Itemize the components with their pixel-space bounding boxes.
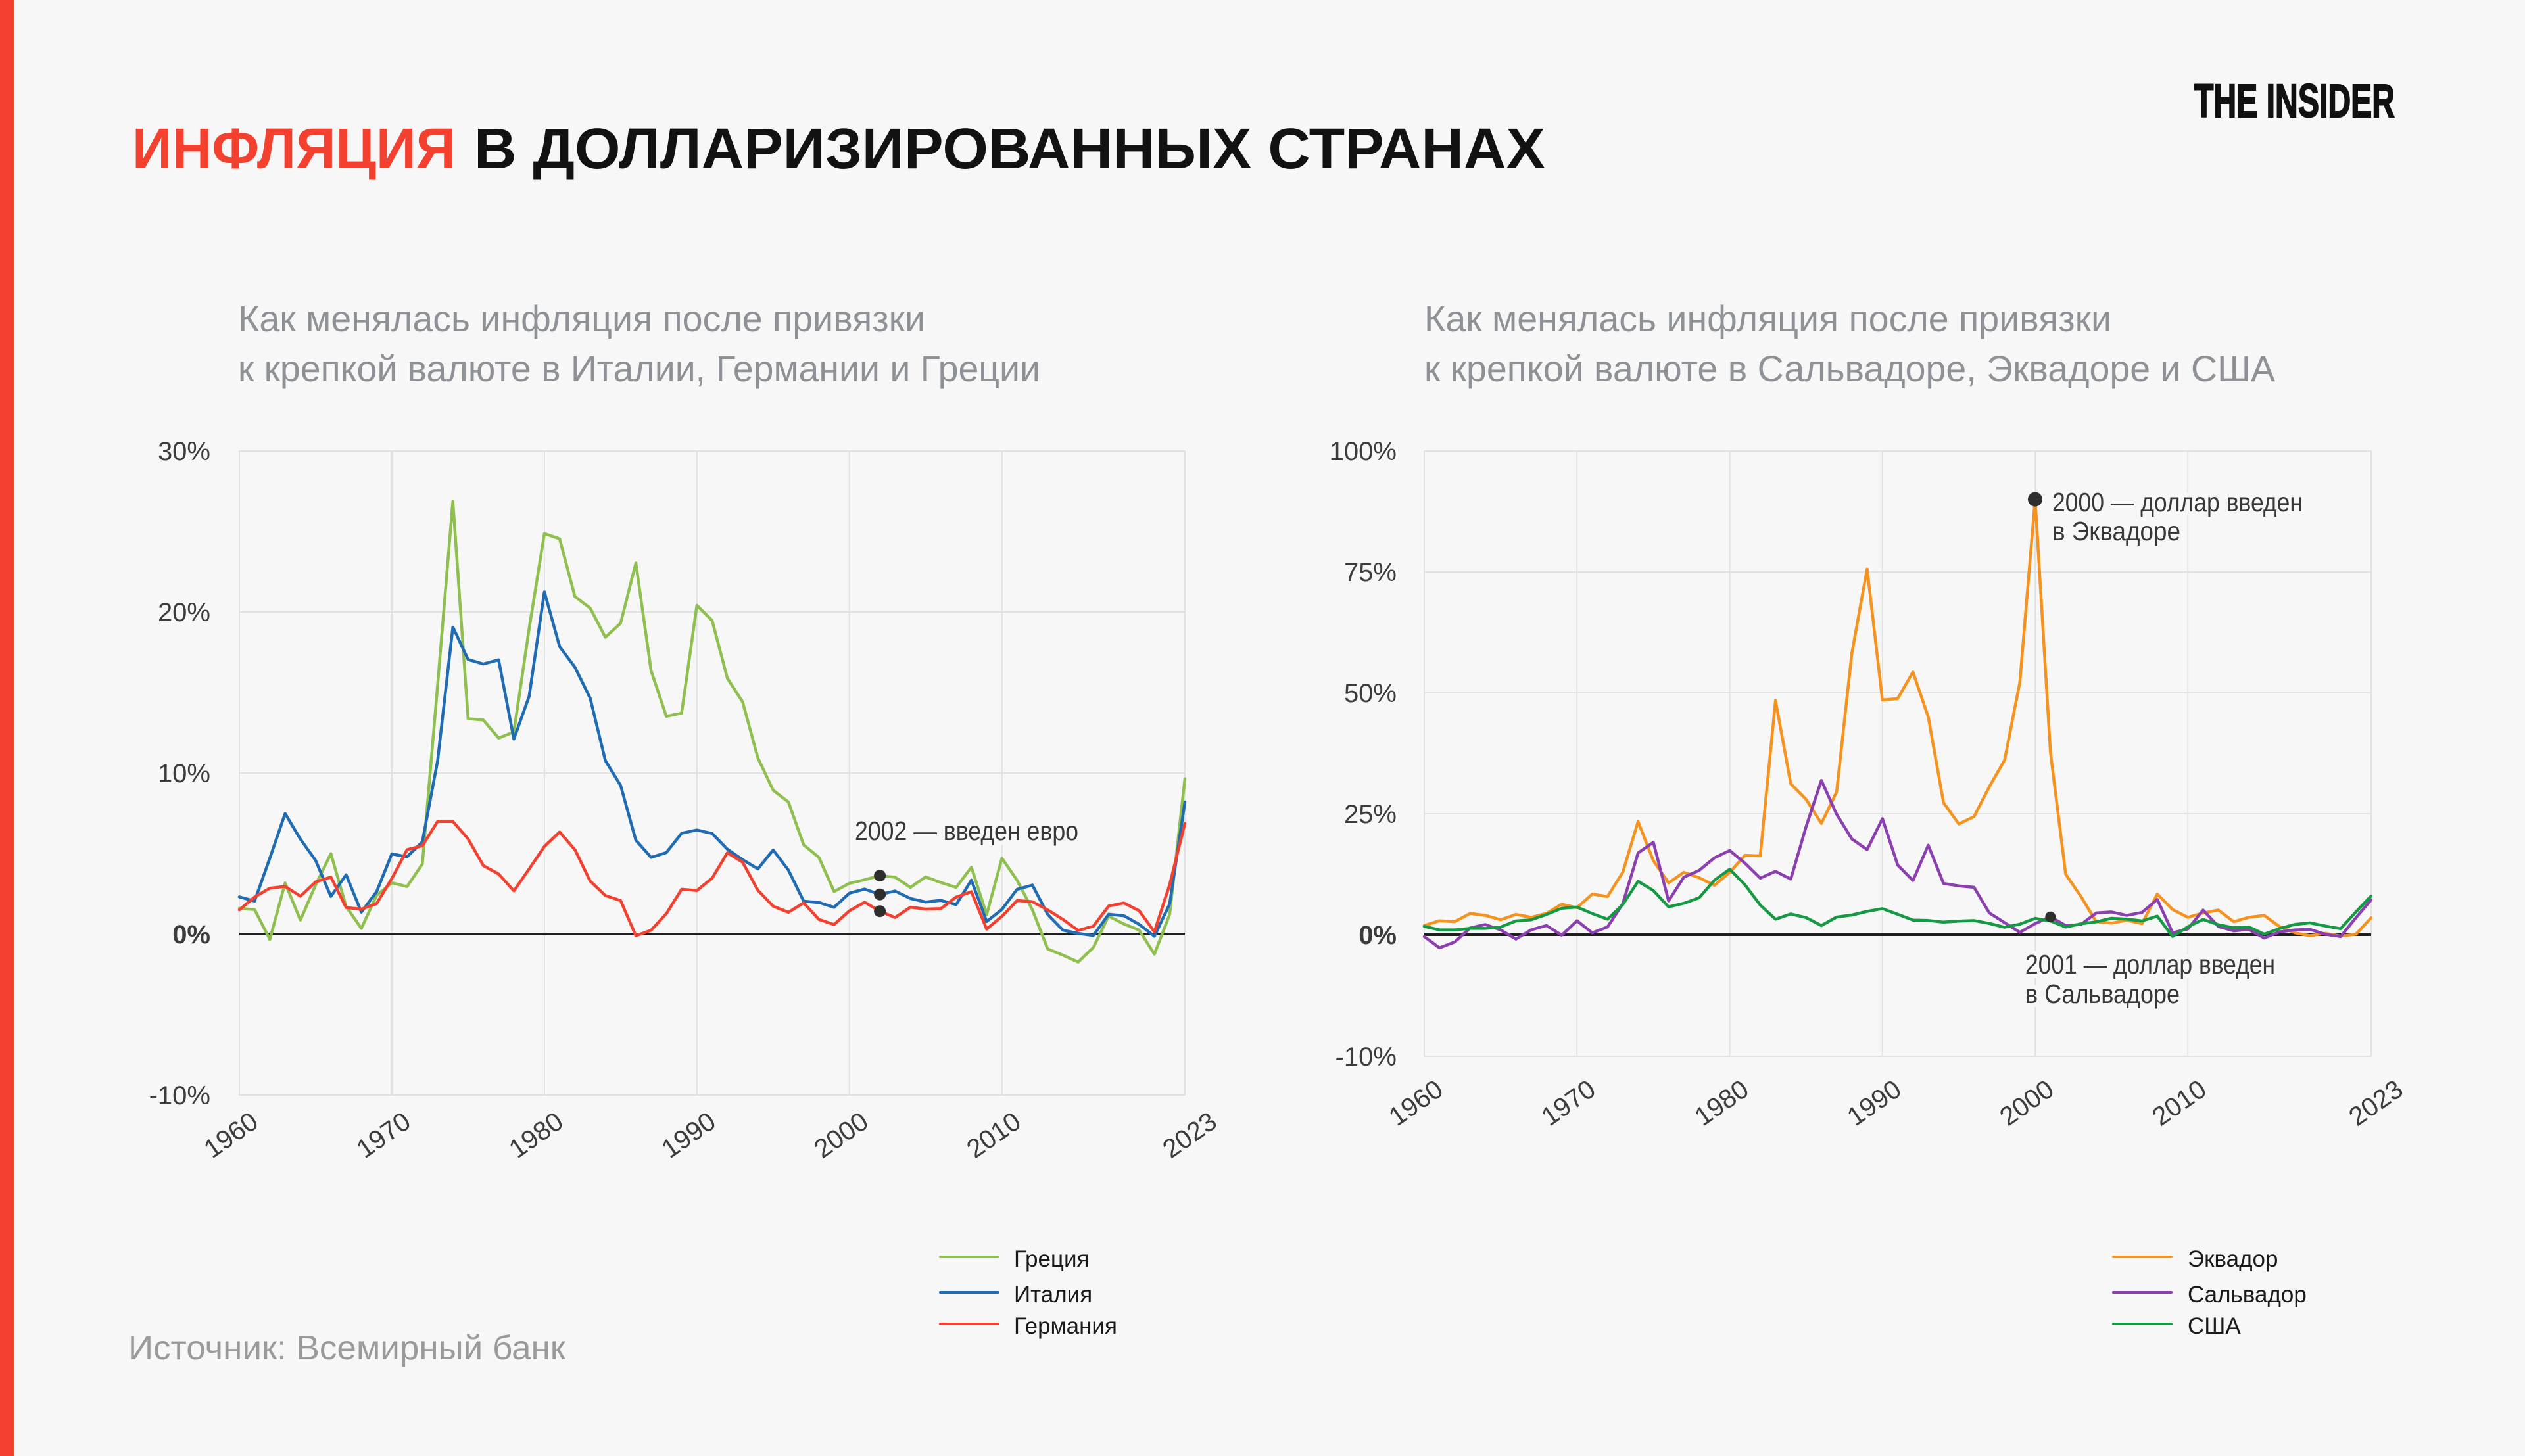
- svg-text:75%: 75%: [1344, 558, 1397, 587]
- svg-text:-10%: -10%: [1335, 1043, 1397, 1071]
- svg-text:Как менялась инфляция после пр: Как менялась инфляция после привязки: [1424, 298, 2111, 339]
- svg-text:ИНФЛЯЦИЯ: ИНФЛЯЦИЯ: [132, 117, 456, 181]
- svg-text:Источник: Всемирный банк: Источник: Всемирный банк: [128, 1329, 565, 1367]
- svg-text:50%: 50%: [1344, 679, 1397, 708]
- svg-text:2002 — введен евро: 2002 — введен евро: [855, 816, 1078, 846]
- svg-text:2001 — доллар введен: 2001 — доллар введен: [2025, 949, 2275, 979]
- svg-text:к крепкой валюте в Италии, Гер: к крепкой валюте в Италии, Германии и Гр…: [238, 348, 1040, 389]
- svg-text:THE INSIDER: THE INSIDER: [2194, 76, 2395, 128]
- svg-text:-10%: -10%: [149, 1081, 210, 1110]
- svg-text:Греция: Греция: [1014, 1246, 1089, 1272]
- svg-text:30%: 30%: [158, 437, 210, 466]
- svg-text:20%: 20%: [158, 598, 210, 627]
- svg-text:0%: 0%: [172, 920, 210, 949]
- svg-text:Германия: Германия: [1014, 1313, 1117, 1339]
- svg-text:Сальвадор: Сальвадор: [2188, 1282, 2307, 1307]
- svg-text:в Сальвадоре: в Сальвадоре: [2025, 979, 2180, 1009]
- svg-text:Эквадор: Эквадор: [2188, 1246, 2278, 1272]
- svg-text:к крепкой валюте в Сальвадоре,: к крепкой валюте в Сальвадоре, Эквадоре …: [1424, 348, 2276, 389]
- svg-text:10%: 10%: [158, 759, 210, 788]
- svg-text:0%: 0%: [1359, 921, 1397, 950]
- svg-text:Как менялась инфляция после пр: Как менялась инфляция после привязки: [238, 298, 925, 339]
- svg-text:2000 — доллар введен: 2000 — доллар введен: [2052, 487, 2303, 517]
- svg-text:25%: 25%: [1344, 800, 1397, 829]
- svg-text:100%: 100%: [1330, 437, 1397, 466]
- svg-text:США: США: [2188, 1313, 2241, 1339]
- svg-text:в Эквадоре: в Эквадоре: [2052, 516, 2180, 546]
- svg-text:В ДОЛЛАРИЗИРОВАННЫХ СТРАНАХ: В ДОЛЛАРИЗИРОВАННЫХ СТРАНАХ: [474, 117, 1545, 181]
- svg-text:Италия: Италия: [1014, 1282, 1092, 1307]
